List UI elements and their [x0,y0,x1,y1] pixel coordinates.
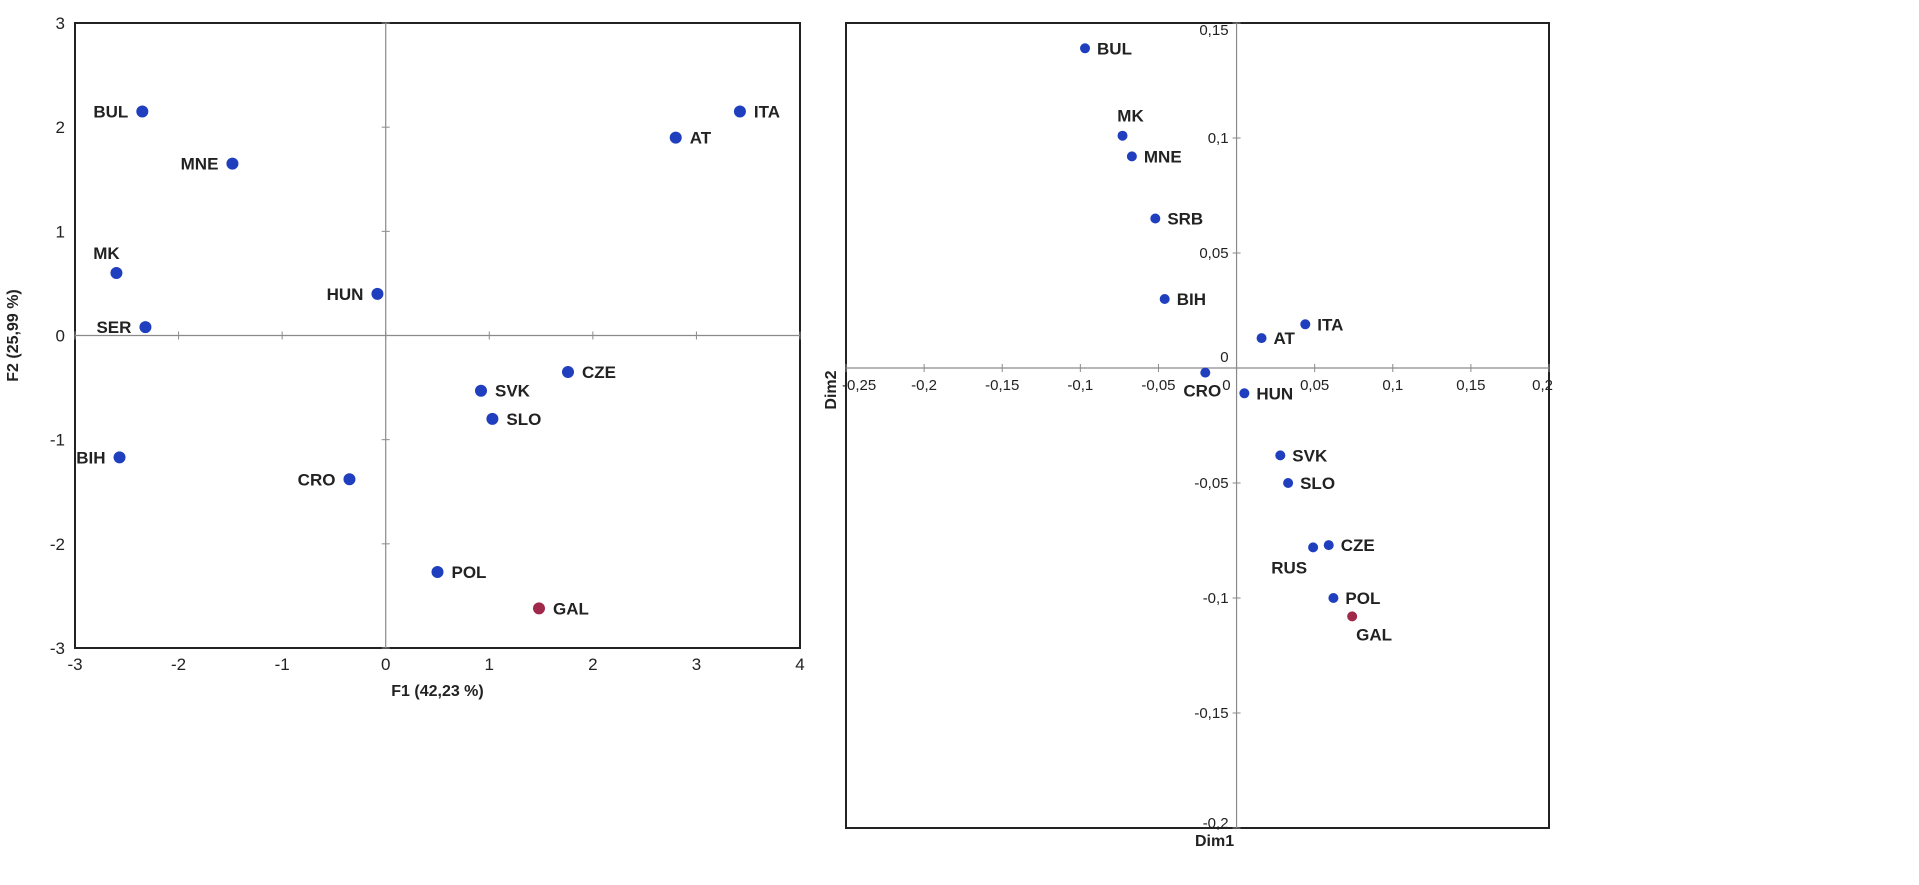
data-point [110,267,123,279]
data-point [1328,593,1339,603]
data-point [1323,540,1334,551]
data-point [475,384,487,397]
data-point [136,105,149,118]
data-point [1256,333,1267,344]
data-point [1117,130,1128,141]
point-label: MK [1117,107,1144,126]
data-point [1239,388,1250,399]
point-label: AT [690,129,712,148]
y-tick-label: -0,15 [1194,705,1228,722]
data-point [139,321,152,334]
x-tick-label: 3 [692,655,701,674]
data-point [343,473,356,486]
point-label: MNE [181,155,219,174]
y-tick-label: 1 [56,222,65,241]
point-label: HUN [327,285,364,304]
x-tick-label: -1 [275,655,290,674]
data-point [733,105,746,118]
y-tick-label: -1 [50,431,65,450]
point-label: BIH [76,448,105,467]
y-tick-label: 0,05 [1199,245,1228,262]
x-tick-label: -0,2 [911,377,937,394]
x-tick-label: -2 [171,655,186,674]
data-point [1300,319,1311,330]
y-tick-label: 2 [56,118,65,137]
x-tick-label: -0,1 [1067,377,1093,394]
point-label: SVK [1292,446,1328,465]
data-point [1275,450,1286,461]
point-label: POL [452,563,487,582]
y-tick-label: 0,15 [1199,22,1228,39]
point-label: SRB [1167,210,1203,229]
x-tick-label: 0 [381,655,390,674]
y-tick-label: 0 [56,327,65,346]
data-point [371,287,384,300]
point-label: GAL [1356,625,1392,644]
point-label: BIH [1177,290,1206,309]
point-label: MK [93,244,120,263]
data-point [533,602,545,615]
data-point [1200,367,1211,378]
data-point [1126,151,1137,162]
y-tick-label: 3 [56,14,65,33]
data-point [1150,213,1161,224]
y-tick-label: -3 [50,639,65,658]
point-label: ITA [1317,315,1343,334]
point-label: SLO [506,410,541,429]
data-point [1347,611,1358,622]
y-axis-label: F2 (25,99 %) [5,289,22,381]
point-label: CZE [582,363,616,382]
x-tick-label: 4 [795,655,804,674]
y-axis-label: Dim2 [823,370,840,409]
point-label: SVK [495,382,531,401]
x-tick-label: 0,1 [1382,377,1403,394]
point-label: GAL [553,599,589,618]
x-tick-label: 0,15 [1456,377,1485,394]
point-label: RUS [1271,558,1307,577]
y-tick-label: -0,05 [1194,475,1228,492]
ca-chart: -0,25 -0,2 -0,15 -0,1 -0,05 0 0,05 0,1 0,15 0,2 0,… [823,22,1553,850]
x-tick-label: 1 [485,655,494,674]
x-axis-label: Dim1 [1195,833,1234,850]
point-label: CZE [1341,536,1375,555]
data-point [1283,478,1294,488]
x-tick-label: -3 [67,655,82,674]
data-point [1159,294,1170,304]
x-tick-label: -0,15 [985,377,1019,394]
y-tick-label: -0,2 [1203,815,1229,832]
point-label: SLO [1300,474,1335,493]
data-point [1080,43,1091,54]
y-tick-label: -0,1 [1203,590,1229,607]
data-point [669,131,682,144]
data-point [431,565,444,578]
y-tick-label: 0 [1220,349,1228,366]
point-label: HUN [1256,384,1293,403]
y-tick-label: -2 [50,535,65,554]
point-label: ITA [754,103,780,122]
x-tick-label: 0,05 [1300,377,1329,394]
point-label: CRO [1183,382,1221,401]
point-label: BUL [93,103,128,122]
data-point [1308,542,1319,553]
point-label: SER [96,318,131,337]
x-tick-label: -0,05 [1141,377,1175,394]
point-label: MNE [1144,147,1182,166]
x-tick-label: -0,25 [842,377,876,394]
data-point [226,157,239,170]
x-tick-label: 0,2 [1532,377,1553,394]
data-point [562,365,574,378]
y-tick-label: 0,1 [1208,130,1229,147]
x-axis-label: F1 (42,23 %) [391,683,483,700]
point-label: BUL [1097,39,1132,58]
point-label: POL [1345,589,1380,608]
point-label: CRO [298,470,336,489]
data-point [486,412,499,425]
pca-chart: -3 -2 -1 0 1 2 3 4 3 2 1 0 -1 -2 -3 F1 (42,23 %) F2 (25,… [5,14,805,700]
point-label: AT [1274,329,1296,348]
x-tick-label: 2 [588,655,597,674]
plot-frame [845,22,1550,829]
data-point [113,451,126,464]
x-tick-label: 0 [1222,377,1230,394]
